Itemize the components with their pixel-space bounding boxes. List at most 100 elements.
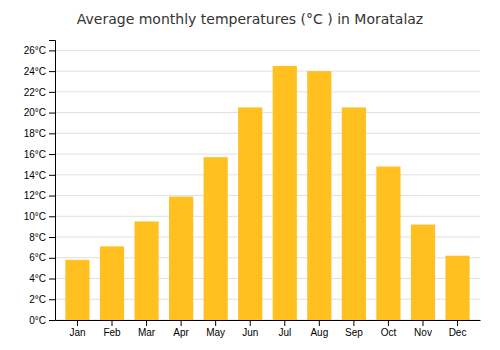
tick-label: 16°C	[24, 149, 46, 160]
axis-line	[49, 41, 56, 321]
tick: 16°C	[24, 149, 55, 160]
tick: 14°C	[24, 170, 55, 181]
bar	[445, 256, 469, 320]
tick: Feb	[103, 320, 121, 338]
tick-mark	[388, 320, 389, 326]
grid-line	[55, 174, 480, 175]
tick-label: 12°C	[24, 190, 46, 201]
tick: Dec	[449, 320, 467, 338]
tick: 6°C	[29, 252, 55, 263]
tick-mark	[49, 279, 55, 280]
tick-label: Apr	[173, 327, 189, 338]
bars	[65, 66, 469, 320]
grid-line	[55, 50, 480, 51]
tick: Jan	[69, 320, 85, 338]
tick-mark	[457, 320, 458, 326]
tick-label: Mar	[138, 327, 156, 338]
tick-mark	[319, 320, 320, 326]
tick-mark	[422, 320, 423, 326]
tick-label: Jul	[278, 327, 291, 338]
tick-label: May	[206, 327, 225, 338]
tick: 0°C	[29, 315, 55, 326]
tick-mark	[250, 320, 251, 326]
tick-mark	[49, 113, 55, 114]
tick-label: 26°C	[24, 45, 46, 56]
tick-mark	[49, 237, 55, 238]
tick-mark	[49, 71, 55, 72]
tick: Nov	[414, 320, 432, 338]
tick-mark	[49, 216, 55, 217]
bar	[238, 107, 262, 320]
bar	[411, 225, 435, 320]
tick-label: 0°C	[29, 315, 46, 326]
tick-label: 10°C	[24, 211, 46, 222]
tick: 12°C	[24, 190, 55, 201]
tick-mark	[215, 320, 216, 326]
tick-label: 6°C	[29, 252, 46, 263]
tick-mark	[49, 258, 55, 259]
tick-mark	[181, 320, 182, 326]
grid-line	[55, 216, 480, 217]
tick-label: 24°C	[24, 66, 46, 77]
plot: 0°C 2°C 4°C 6°C 8°C 10°C 12°C 14°C 16°C 18°C 20°C 2…	[24, 41, 481, 339]
tick-label: 2°C	[29, 294, 46, 305]
tick: 24°C	[24, 66, 55, 77]
bar	[169, 197, 193, 320]
bar	[307, 71, 331, 320]
tick-label: Aug	[310, 327, 328, 338]
tick: 10°C	[24, 211, 55, 222]
grid	[55, 50, 480, 320]
tick-mark	[284, 320, 285, 326]
grid-line	[55, 112, 480, 113]
grid-line	[55, 154, 480, 155]
tick: 22°C	[24, 87, 55, 98]
tick: Apr	[173, 320, 189, 338]
bar	[376, 167, 400, 320]
tick: Oct	[381, 320, 397, 338]
tick: May	[206, 320, 225, 338]
grid-line	[55, 133, 480, 134]
tick-label: Oct	[381, 327, 397, 338]
tick-label: Jun	[242, 327, 258, 338]
tick-mark	[49, 133, 55, 134]
tick: 8°C	[29, 232, 55, 243]
tick-mark	[49, 154, 55, 155]
tick-label: Nov	[414, 327, 432, 338]
tick-mark	[146, 320, 147, 326]
tick-label: Feb	[103, 327, 121, 338]
axis-line	[56, 320, 481, 321]
tick-label: 20°C	[24, 107, 46, 118]
tick-mark	[112, 320, 113, 326]
tick-label: 14°C	[24, 170, 46, 181]
bar	[134, 221, 158, 320]
bar	[342, 107, 366, 320]
tick: Jul	[278, 320, 291, 338]
tick-mark	[49, 175, 55, 176]
tick: Mar	[138, 320, 156, 338]
tick-mark	[49, 299, 55, 300]
tick: 26°C	[24, 45, 55, 56]
grid-line	[55, 91, 480, 92]
tick-label: 22°C	[24, 87, 46, 98]
tick: Jun	[242, 320, 258, 338]
tick: 4°C	[29, 273, 55, 284]
tick-mark	[49, 320, 55, 321]
tick-label: Dec	[449, 327, 467, 338]
tick-mark	[353, 320, 354, 326]
x-axis: Jan Feb Mar Apr May Jun Jul Aug Sep Oct Nov Dec	[56, 320, 481, 338]
tick-mark	[49, 50, 55, 51]
tick-label: 18°C	[24, 128, 46, 139]
tick-label: Sep	[345, 327, 363, 338]
tick-label: Jan	[69, 327, 85, 338]
tick: 20°C	[24, 107, 55, 118]
title: Average monthly temperatures (°C ) in Mo…	[77, 11, 423, 27]
tick-mark	[49, 196, 55, 197]
tick-label: 4°C	[29, 273, 46, 284]
grid-line	[55, 195, 480, 196]
bar	[204, 157, 228, 320]
tick: 18°C	[24, 128, 55, 139]
bar	[273, 66, 297, 320]
tick: Sep	[345, 320, 363, 338]
tick-label: 8°C	[29, 232, 46, 243]
bar	[65, 260, 89, 320]
